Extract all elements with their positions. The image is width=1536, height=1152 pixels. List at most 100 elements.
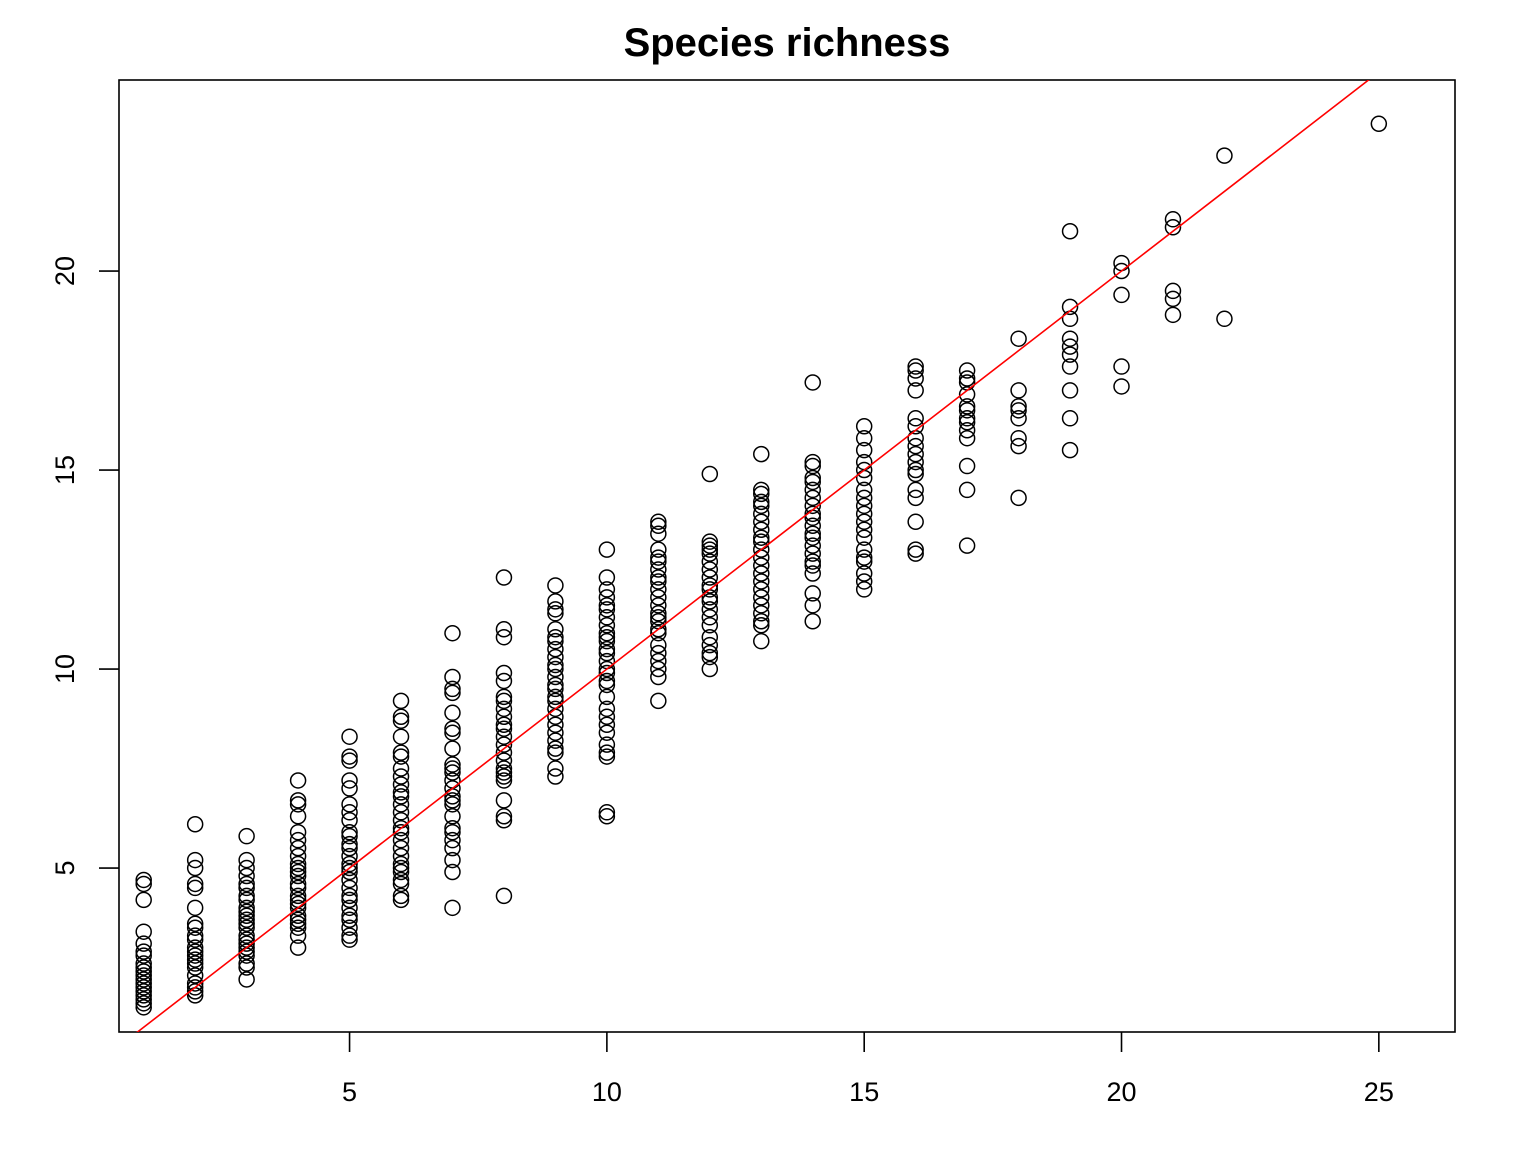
- data-point: [341, 804, 358, 821]
- data-point: [341, 907, 358, 925]
- x-tick-label: 25: [1364, 1077, 1394, 1107]
- data-point: [855, 418, 873, 435]
- data-point: [753, 557, 770, 574]
- data-point: [598, 700, 616, 718]
- data-point: [753, 505, 770, 523]
- data-point: [598, 804, 616, 821]
- data-point: [1061, 382, 1079, 399]
- data-point: [804, 585, 821, 602]
- data-point: [650, 573, 667, 590]
- data-point: [753, 617, 770, 634]
- data-point: [495, 812, 513, 829]
- data-point: [341, 919, 358, 936]
- data-point: [341, 772, 358, 789]
- data-point: [495, 708, 513, 726]
- data-point: [855, 549, 873, 566]
- data-point: [289, 808, 307, 825]
- data-point: [289, 831, 307, 849]
- data-point: [238, 959, 255, 976]
- data-point: [392, 875, 410, 893]
- data-point: [444, 680, 461, 698]
- data-point: [753, 481, 770, 499]
- data-point: [753, 632, 770, 650]
- data-point: [701, 465, 719, 483]
- data-point: [701, 617, 719, 634]
- data-point: [547, 632, 564, 650]
- data-point: [547, 660, 564, 678]
- data-point: [1010, 330, 1027, 347]
- data-point: [804, 565, 821, 582]
- data-point: [186, 939, 204, 956]
- data-point: [650, 525, 667, 542]
- data-point: [804, 374, 821, 391]
- data-point: [598, 664, 616, 682]
- data-point: [238, 935, 255, 952]
- data-point: [547, 680, 564, 698]
- data-point: [598, 569, 616, 586]
- data-point: [186, 967, 204, 984]
- data-point: [804, 545, 821, 562]
- data-point: [135, 935, 152, 952]
- data-point: [495, 736, 513, 753]
- y-tick-label: 10: [50, 654, 80, 684]
- data-point: [186, 979, 204, 996]
- data-point: [495, 716, 513, 733]
- data-point: [135, 971, 152, 988]
- data-point: [135, 983, 152, 1000]
- data-point: [495, 768, 513, 785]
- data-point: [289, 915, 307, 932]
- data-point: [186, 955, 204, 972]
- data-point: [804, 453, 821, 471]
- data-point: [289, 796, 307, 813]
- data-point: [392, 748, 410, 765]
- data-point: [238, 915, 255, 932]
- data-point: [1164, 306, 1182, 324]
- data-point: [392, 804, 410, 821]
- data-point: [444, 823, 461, 841]
- data-point: [701, 545, 719, 562]
- data-point: [958, 370, 976, 387]
- data-point: [186, 851, 204, 869]
- data-point: [444, 720, 461, 737]
- data-point: [598, 581, 616, 598]
- data-point: [650, 589, 667, 606]
- data-point: [855, 565, 873, 582]
- data-point: [341, 911, 358, 929]
- data-point: [186, 859, 204, 877]
- data-point: [650, 517, 667, 535]
- data-point: [958, 421, 976, 439]
- data-point: [495, 569, 513, 586]
- data-point: [650, 660, 667, 678]
- data-point: [650, 692, 667, 710]
- data-point: [907, 358, 924, 375]
- data-point: [341, 927, 358, 944]
- data-point: [907, 513, 924, 531]
- data-point: [444, 740, 461, 757]
- data-point: [804, 489, 821, 507]
- data-point: [238, 891, 255, 909]
- data-point: [907, 453, 924, 471]
- data-point: [907, 481, 924, 499]
- data-point: [444, 780, 461, 797]
- data-point: [804, 553, 821, 570]
- data-point: [289, 772, 307, 789]
- data-point: [650, 636, 667, 654]
- data-point: [444, 764, 461, 781]
- data-point: [289, 895, 307, 913]
- data-point: [907, 418, 924, 435]
- data-point: [1113, 358, 1130, 375]
- data-point: [598, 644, 616, 662]
- data-point: [135, 947, 152, 964]
- data-point: [1010, 402, 1027, 419]
- data-point: [289, 927, 307, 944]
- data-point: [444, 851, 461, 869]
- data-point: [701, 644, 719, 662]
- data-point: [598, 688, 616, 706]
- data-point: [341, 839, 358, 857]
- data-point: [753, 573, 770, 590]
- data-point: [186, 927, 204, 944]
- data-point: [547, 716, 564, 733]
- data-point: [495, 664, 513, 682]
- data-point: [907, 382, 924, 399]
- data-point: [650, 597, 667, 614]
